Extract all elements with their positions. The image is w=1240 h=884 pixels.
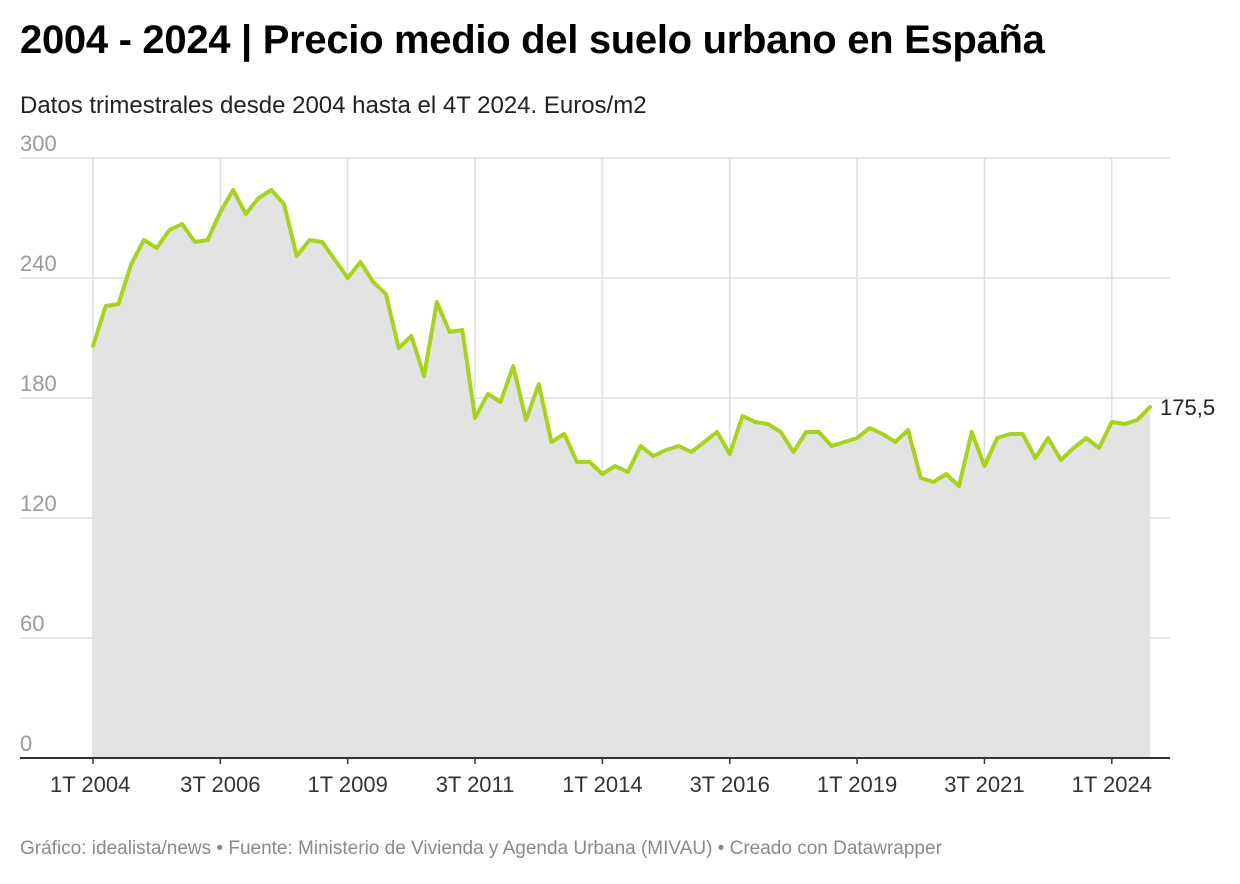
y-tick-label: 120 (20, 491, 57, 516)
x-tick-label: 3T 2006 (180, 772, 260, 797)
x-tick-label: 1T 2009 (308, 772, 388, 797)
area-layer (93, 190, 1150, 758)
label-layer: 0 60 120 180 240 300 1T 2004 3T 2006 1T 2009 3T 2… (20, 131, 1215, 797)
x-tick-label: 3T 2021 (944, 772, 1024, 797)
line-chart: 0 60 120 180 240 300 1T 2004 3T 2006 1T 2009 3T 2… (20, 131, 1215, 797)
x-tick-label: 1T 2019 (817, 772, 897, 797)
y-tick-label: 300 (20, 131, 57, 156)
axis-layer (20, 757, 1170, 764)
y-tick-label: 240 (20, 251, 57, 276)
x-tick-label: 3T 2011 (436, 772, 515, 797)
chart-footer: Gráfico: idealista/news • Fuente: Minist… (20, 838, 942, 859)
y-tick-label: 60 (20, 611, 44, 636)
y-tick-label: 180 (20, 371, 57, 396)
x-tick-label: 3T 2016 (690, 772, 770, 797)
x-tick-label: 1T 2004 (50, 772, 130, 797)
chart-subtitle: Datos trimestrales desde 2004 hasta el 4… (20, 92, 647, 119)
chart-title: 2004 - 2024 | Precio medio del suelo urb… (20, 18, 1045, 62)
y-tick-label: 0 (20, 731, 32, 756)
x-tick-label: 1T 2014 (562, 772, 642, 797)
x-tick-label: 1T 2024 (1072, 772, 1152, 797)
line-layer (91, 188, 1152, 488)
area-fill (93, 190, 1150, 758)
last-value-label: 175,5 (1160, 395, 1215, 420)
series-line (91, 188, 1152, 488)
